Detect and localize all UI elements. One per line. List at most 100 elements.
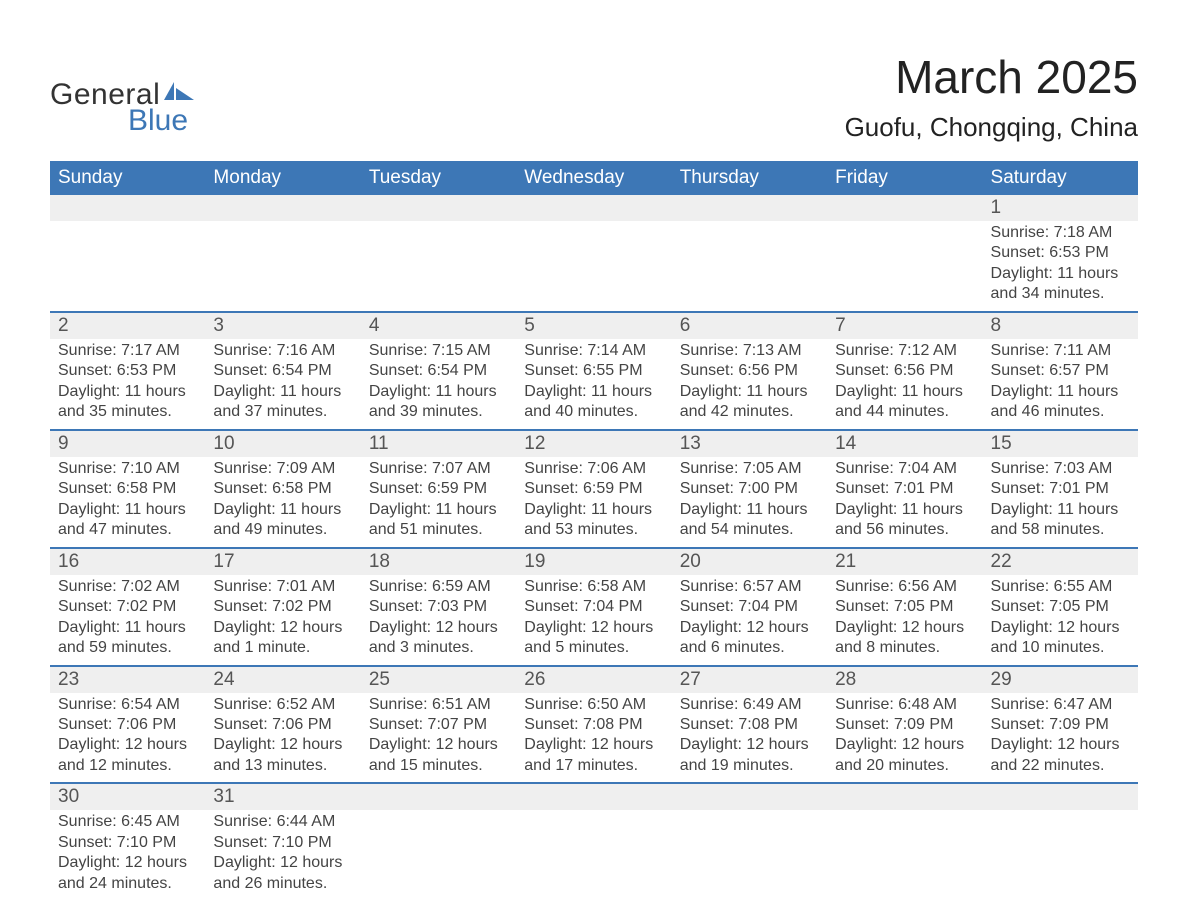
week-data-row: Sunrise: 7:18 AMSunset: 6:53 PMDaylight:… [50,221,1138,312]
day-daylight2: and 34 minutes. [991,284,1130,304]
week-data-row: Sunrise: 7:10 AMSunset: 6:58 PMDaylight:… [50,457,1138,548]
day-cell: Sunrise: 7:07 AMSunset: 6:59 PMDaylight:… [361,457,516,548]
day-number: 24 [205,666,360,693]
day-sunrise: Sunrise: 6:51 AM [369,695,508,715]
day-number [205,195,360,221]
day-sunset: Sunset: 7:06 PM [213,715,352,735]
day-number: 7 [827,312,982,339]
day-sunrise: Sunrise: 6:59 AM [369,577,508,597]
day-number: 8 [983,312,1138,339]
day-number: 19 [516,548,671,575]
day-sunrise: Sunrise: 7:07 AM [369,459,508,479]
day-sunset: Sunset: 7:10 PM [58,833,197,853]
day-sunset: Sunset: 7:04 PM [524,597,663,617]
day-daylight1: Daylight: 12 hours [835,735,974,755]
day-cell: Sunrise: 6:48 AMSunset: 7:09 PMDaylight:… [827,693,982,784]
week-number-row: 16171819202122 [50,548,1138,575]
day-daylight1: Daylight: 11 hours [524,382,663,402]
day-number: 6 [672,312,827,339]
day-daylight1: Daylight: 12 hours [213,618,352,638]
week-number-row: 3031 [50,783,1138,810]
day-number: 13 [672,430,827,457]
day-sunrise: Sunrise: 6:48 AM [835,695,974,715]
day-cell: Sunrise: 7:14 AMSunset: 6:55 PMDaylight:… [516,339,671,430]
day-daylight2: and 37 minutes. [213,402,352,422]
day-number [361,783,516,810]
day-cell: Sunrise: 7:10 AMSunset: 6:58 PMDaylight:… [50,457,205,548]
day-number: 14 [827,430,982,457]
day-sunset: Sunset: 6:55 PM [524,361,663,381]
day-number: 16 [50,548,205,575]
day-cell [672,810,827,900]
day-cell [516,221,671,312]
day-sunrise: Sunrise: 7:12 AM [835,341,974,361]
page-title: March 2025 [845,50,1138,104]
day-sunrise: Sunrise: 6:50 AM [524,695,663,715]
day-number: 11 [361,430,516,457]
day-daylight1: Daylight: 11 hours [213,500,352,520]
day-sunrise: Sunrise: 6:44 AM [213,812,352,832]
day-daylight1: Daylight: 11 hours [213,382,352,402]
day-daylight1: Daylight: 12 hours [991,618,1130,638]
day-daylight1: Daylight: 12 hours [369,735,508,755]
day-number [516,783,671,810]
day-number: 22 [983,548,1138,575]
day-number [672,195,827,221]
day-cell [361,810,516,900]
day-daylight1: Daylight: 11 hours [58,618,197,638]
day-cell: Sunrise: 7:09 AMSunset: 6:58 PMDaylight:… [205,457,360,548]
day-number: 4 [361,312,516,339]
day-number: 12 [516,430,671,457]
day-cell [50,221,205,312]
day-daylight2: and 54 minutes. [680,520,819,540]
logo: General Blue [50,50,194,138]
day-cell: Sunrise: 7:12 AMSunset: 6:56 PMDaylight:… [827,339,982,430]
day-sunrise: Sunrise: 7:09 AM [213,459,352,479]
day-sunrise: Sunrise: 6:56 AM [835,577,974,597]
day-daylight2: and 22 minutes. [991,756,1130,776]
day-cell: Sunrise: 6:50 AMSunset: 7:08 PMDaylight:… [516,693,671,784]
day-number: 1 [983,195,1138,221]
day-sunset: Sunset: 7:03 PM [369,597,508,617]
day-cell [672,221,827,312]
day-sunrise: Sunrise: 7:06 AM [524,459,663,479]
day-cell: Sunrise: 6:49 AMSunset: 7:08 PMDaylight:… [672,693,827,784]
day-daylight2: and 1 minute. [213,638,352,658]
day-header: Thursday [672,161,827,195]
location-subtitle: Guofu, Chongqing, China [845,112,1138,143]
day-daylight1: Daylight: 11 hours [58,382,197,402]
day-cell: Sunrise: 7:16 AMSunset: 6:54 PMDaylight:… [205,339,360,430]
day-daylight1: Daylight: 11 hours [680,382,819,402]
day-daylight1: Daylight: 11 hours [991,500,1130,520]
day-sunset: Sunset: 6:54 PM [213,361,352,381]
day-header: Wednesday [516,161,671,195]
day-sunrise: Sunrise: 7:13 AM [680,341,819,361]
day-daylight2: and 56 minutes. [835,520,974,540]
day-cell: Sunrise: 7:04 AMSunset: 7:01 PMDaylight:… [827,457,982,548]
day-sunset: Sunset: 7:05 PM [835,597,974,617]
day-number [672,783,827,810]
week-number-row: 1 [50,195,1138,221]
day-sunrise: Sunrise: 6:55 AM [991,577,1130,597]
week-number-row: 2345678 [50,312,1138,339]
day-header: Sunday [50,161,205,195]
day-daylight1: Daylight: 11 hours [991,382,1130,402]
day-number [827,783,982,810]
day-sunrise: Sunrise: 6:45 AM [58,812,197,832]
day-daylight2: and 13 minutes. [213,756,352,776]
day-sunset: Sunset: 6:56 PM [680,361,819,381]
day-sunset: Sunset: 7:08 PM [680,715,819,735]
day-number [983,783,1138,810]
week-number-row: 9101112131415 [50,430,1138,457]
day-cell [516,810,671,900]
day-number: 28 [827,666,982,693]
day-number: 27 [672,666,827,693]
day-sunrise: Sunrise: 7:16 AM [213,341,352,361]
day-daylight1: Daylight: 12 hours [58,853,197,873]
day-daylight2: and 6 minutes. [680,638,819,658]
day-number [50,195,205,221]
day-daylight2: and 12 minutes. [58,756,197,776]
day-number: 5 [516,312,671,339]
day-sunset: Sunset: 6:53 PM [991,243,1130,263]
day-sunset: Sunset: 7:08 PM [524,715,663,735]
